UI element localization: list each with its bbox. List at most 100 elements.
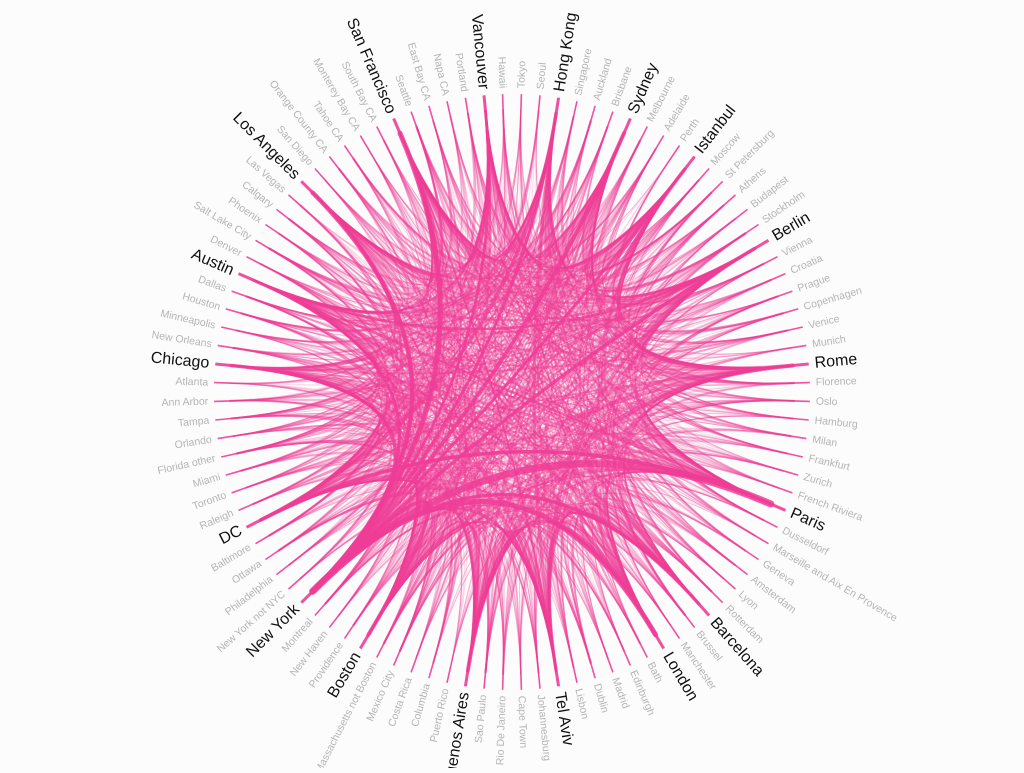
chord-link-venice-chicago (230, 329, 789, 375)
chord-link-buenos-aires-portland (467, 113, 491, 671)
chord-link-venice-seoul (535, 110, 788, 342)
node-spoke-seattle (410, 111, 418, 127)
node-spoke-toronto (231, 486, 247, 494)
node-spoke-costa-rica (410, 657, 418, 673)
node-spoke-budapest (734, 208, 748, 220)
node-label-toronto: Toronto (191, 489, 228, 512)
node-spoke-new-york (300, 590, 314, 604)
node-spoke-salt-lake-city (255, 239, 270, 250)
node-spoke-providence (343, 624, 355, 639)
chord-link-ann-arbor-st-petersburg (229, 191, 713, 402)
chord-link-madrid-vancouver (484, 110, 609, 659)
chord-link-stockholm-vancouver (484, 110, 747, 292)
chord-link-new-york-istanbul (311, 167, 687, 593)
chord-link-phoenix-athens (278, 205, 724, 307)
node-spoke-buenos-aires (463, 670, 470, 687)
chord-link-houston-rome (240, 312, 794, 374)
node-spoke-puerto-rico (446, 667, 452, 683)
node-spoke-edinburgh (623, 650, 632, 666)
chord-link-french-riviera-minneapolis (236, 330, 778, 488)
chord-link-perth-amsterdam (604, 158, 736, 566)
chord-link-minneapolis-lyon (236, 329, 725, 580)
node-label-croatia: Croatia (789, 252, 825, 277)
chord-link-florence-edinburgh (591, 382, 795, 652)
chord-link-budapest-toronto (246, 218, 736, 489)
chord-link-new-york-barcelona (310, 492, 701, 606)
chord-link-munich-dc (260, 347, 792, 521)
node-spoke-seoul (537, 95, 541, 112)
node-label-venice: Venice (807, 313, 841, 332)
chord-link-las-vegas-los-angeles (300, 192, 410, 296)
node-spoke-miami (225, 469, 242, 476)
node-spoke-austin (237, 272, 254, 282)
node-spoke-los-angeles (300, 180, 314, 194)
node-spoke-phoenix (265, 223, 280, 235)
node-spoke-rome (792, 362, 809, 367)
chord-link-vienna-calgary (288, 218, 764, 319)
chord-link-athens-ann-arbor (229, 205, 724, 402)
node-spoke-sao-paulo (483, 672, 487, 689)
chord-link-st-petersburg-baltimore (268, 191, 713, 537)
chord-link-hamburg-ann-arbor (229, 398, 794, 420)
node-spoke-brussel (684, 614, 696, 628)
chord-link-new-haven-puerto-rico (338, 514, 468, 668)
node-spoke-st-petersburg (710, 180, 724, 194)
node-spoke-hong-kong (554, 97, 561, 114)
chord-link-calgary-atlanta (229, 218, 388, 385)
chord-link-johannesburg-geneva (535, 492, 746, 674)
chord-link-minneapolis-denver (236, 263, 381, 351)
node-label-vancouver: Vancouver (468, 14, 492, 91)
chord-link-budapest-denver (260, 218, 736, 320)
chord-link-hamburg-toronto (246, 412, 794, 489)
node-label-ann-arbor: Ann Arbor (161, 395, 209, 408)
node-spoke-manchester (669, 624, 681, 639)
node-spoke-tahoe-ca (343, 145, 355, 160)
node-spoke-columbia (428, 662, 435, 679)
chord-link-miami-lisbon (240, 452, 574, 668)
chord-link-geneva-orange-county-ca (338, 168, 746, 552)
chord-link-munich-minneapolis (236, 330, 791, 367)
chord-link-manchester-san-francisco (399, 132, 672, 626)
chord-link-massachusetts-not-boston-istanbul (383, 168, 686, 645)
chord-link-croatia-baltimore (268, 279, 772, 536)
node-spoke-mexico-city (392, 650, 401, 666)
chord-link-rio-de-janeiro-massachusetts-not-boston (383, 524, 505, 675)
node-label-munich: Munich (811, 333, 846, 350)
chord-link-frankfurt-san-francisco (398, 132, 789, 455)
chord-link-barcelona-london (592, 504, 700, 636)
node-spoke-singapore (572, 101, 578, 117)
chord-link-costa-rica-sao-paulo (415, 527, 492, 674)
chord-link-istanbul-raleigh (252, 168, 686, 505)
chord-link-seattle-cape-town (416, 126, 522, 675)
node-spoke-raleigh (238, 503, 254, 512)
chord-link-chicago-paris (230, 364, 772, 505)
node-label-johannesburg: Johannesburg (535, 694, 553, 762)
node-spoke-lisbon (572, 667, 578, 683)
chord-link-tokyo-denver (260, 109, 522, 305)
node-spoke-madrid (606, 657, 614, 673)
chord-links (229, 109, 795, 675)
node-spoke-hawaii (501, 94, 504, 111)
chord-link-st-petersburg-rotterdam (611, 192, 712, 592)
node-spoke-barcelona (697, 602, 711, 617)
node-spoke-berlin (753, 239, 770, 250)
node-spoke-lyon (722, 577, 737, 590)
chord-link-tahoe-ca-napa-ca (352, 116, 469, 267)
node-spoke-calgary (276, 208, 290, 220)
chord-link-athens-costa-rica (416, 205, 724, 658)
chord-link-manchester-boston (367, 510, 672, 636)
chord-link-hong-kong-tel-aviv (532, 111, 558, 673)
chord-link-new-orleans-austin (232, 279, 379, 361)
node-label-frankfurt: Frankfurt (807, 452, 851, 473)
node-spoke-athens (722, 194, 737, 207)
node-spoke-cape-town (520, 673, 523, 690)
node-spoke-chicago (215, 362, 232, 367)
chord-link-tokyo-london (519, 109, 657, 636)
chord-link-budapest-paris (631, 218, 772, 505)
chord-link-milan-rotterdam (627, 427, 791, 592)
node-label-sao-paulo: Sao Paulo (473, 694, 490, 744)
chord-link-frankfurt-french-riviera (646, 428, 788, 489)
node-spoke-monterey-bay-ca (359, 135, 370, 150)
chord-link-oslo-copenhagen (649, 312, 795, 402)
